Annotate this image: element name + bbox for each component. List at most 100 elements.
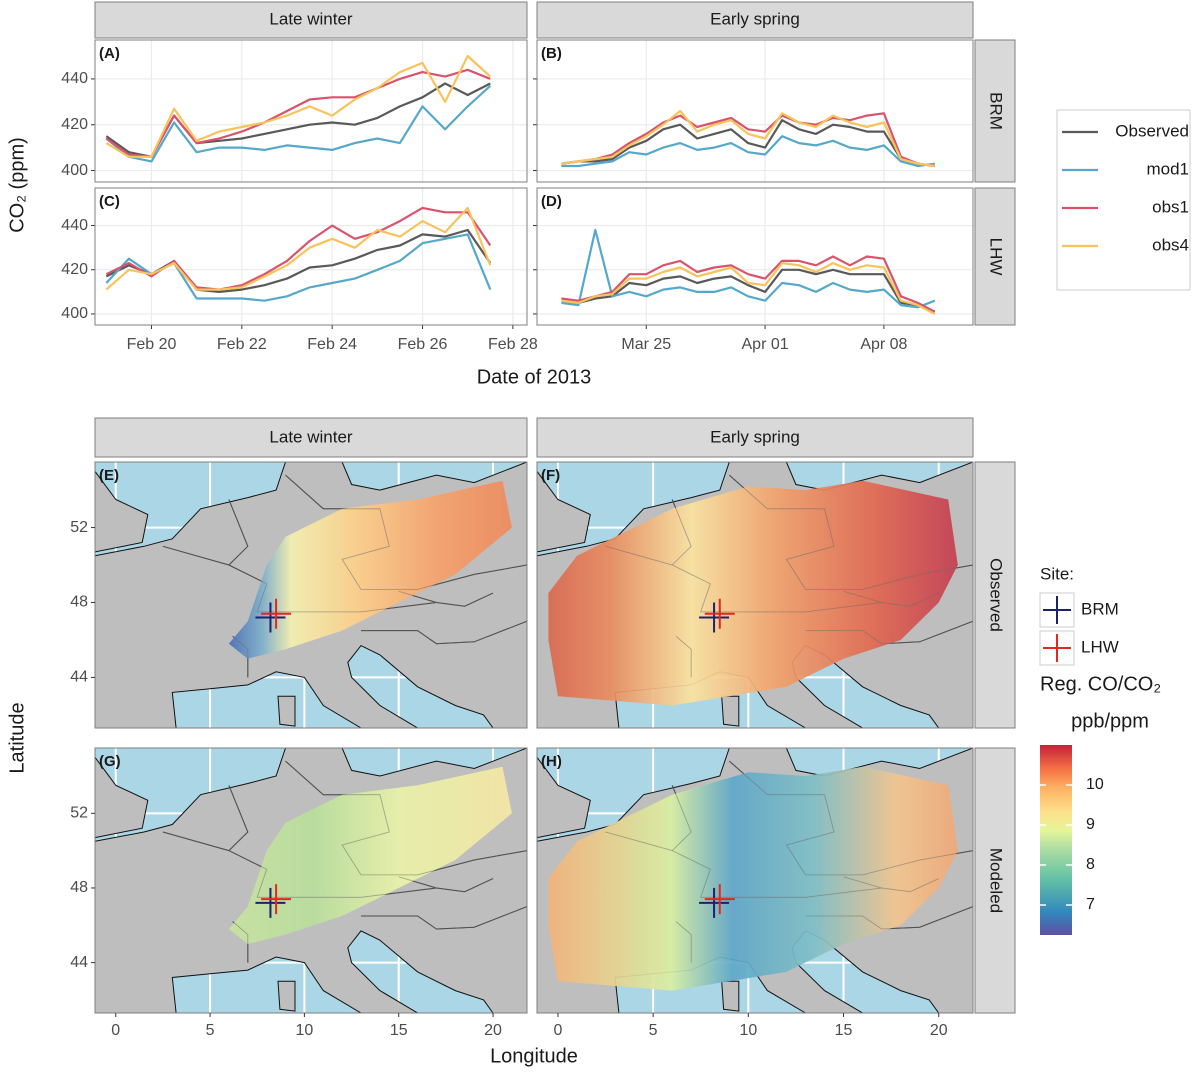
y-tick-label: 440 xyxy=(61,70,88,87)
border xyxy=(398,876,494,893)
y-tick-label: 420 xyxy=(61,261,88,278)
x-tick-label: 0 xyxy=(553,1022,562,1039)
panel-label: (F) xyxy=(541,467,560,484)
x-tick-label: Apr 08 xyxy=(860,336,907,353)
ratio-field xyxy=(228,766,512,944)
colorbar-tick-label: 7 xyxy=(1086,896,1095,913)
x-axis-title: Longitude xyxy=(490,1045,578,1067)
panel-border xyxy=(94,39,528,183)
series-line xyxy=(561,109,935,168)
series-line xyxy=(561,112,935,168)
y-axis-title: CO₂ (ppm) xyxy=(6,137,28,233)
land xyxy=(721,695,740,727)
land xyxy=(95,756,149,839)
legend-label: BRM xyxy=(1081,599,1119,618)
border xyxy=(729,474,973,590)
x-tick-label: 15 xyxy=(835,1022,853,1039)
x-tick-label: 10 xyxy=(295,1022,313,1039)
land xyxy=(537,470,591,553)
series-line xyxy=(561,119,935,168)
series-line xyxy=(105,54,492,158)
strip-label: Modeled xyxy=(987,848,1006,913)
colorbar-tick-label: 8 xyxy=(1086,856,1095,873)
legend-label: obs1 xyxy=(1152,197,1189,216)
strip xyxy=(974,187,1016,326)
strip xyxy=(94,1,528,39)
y-tick-label: 440 xyxy=(61,217,88,234)
x-tick-label: Feb 26 xyxy=(398,336,448,353)
colorbar-unit: ppb/ppm xyxy=(1071,710,1149,732)
land xyxy=(537,756,591,839)
border xyxy=(228,499,249,566)
border xyxy=(843,876,939,893)
y-tick-label: 400 xyxy=(61,162,88,179)
x-tick-label: Apr 01 xyxy=(742,336,789,353)
panel-border xyxy=(536,461,974,729)
border xyxy=(675,921,692,963)
x-tick-label: 5 xyxy=(206,1022,215,1039)
panel-label: (A) xyxy=(99,45,120,62)
land xyxy=(721,980,740,1012)
series-line xyxy=(561,268,936,313)
strip-label: Early spring xyxy=(710,9,800,28)
panel-background xyxy=(95,40,527,182)
x-tick-label: 5 xyxy=(649,1022,658,1039)
strip xyxy=(974,747,1016,1014)
colorbar-tick-label: 9 xyxy=(1086,816,1095,833)
site-legend-title: Site: xyxy=(1040,564,1074,583)
border xyxy=(805,906,973,930)
strip xyxy=(94,417,528,458)
panel-border xyxy=(94,461,528,729)
panel-background xyxy=(95,188,527,325)
y-tick-label: 400 xyxy=(61,305,88,322)
panel-border xyxy=(536,187,974,326)
legend-label: LHW xyxy=(1081,637,1119,656)
panel-label: (B) xyxy=(541,45,562,62)
panel-border xyxy=(536,39,974,183)
x-tick-label: 20 xyxy=(930,1022,948,1039)
strip-label: LHW xyxy=(987,238,1006,276)
x-tick-label: Mar 25 xyxy=(621,336,671,353)
land xyxy=(277,695,296,727)
border xyxy=(285,474,527,590)
strip-label: Late winter xyxy=(269,9,352,28)
panel-border xyxy=(94,747,528,1014)
strip-label: BRM xyxy=(987,92,1006,130)
strip xyxy=(536,1,974,39)
strip xyxy=(974,461,1016,729)
series-line xyxy=(561,262,936,315)
panel-label: (G) xyxy=(99,753,121,770)
border xyxy=(675,635,692,678)
panel-label: (C) xyxy=(99,193,120,210)
land xyxy=(95,470,149,553)
panel-border xyxy=(536,747,974,1014)
map-panel xyxy=(537,462,973,728)
x-tick-label: Feb 20 xyxy=(127,336,177,353)
border xyxy=(232,635,249,678)
border xyxy=(843,590,939,607)
y-tick-label: 420 xyxy=(61,116,88,133)
x-tick-label: Feb 24 xyxy=(307,336,357,353)
strip-label: Early spring xyxy=(710,427,800,446)
y-tick-label: 44 xyxy=(70,669,88,686)
strip xyxy=(536,417,974,458)
x-tick-label: Feb 22 xyxy=(217,336,267,353)
map-panel xyxy=(95,748,527,1013)
x-tick-label: 20 xyxy=(484,1022,502,1039)
legend-label: obs4 xyxy=(1152,235,1189,254)
legend-label: Observed xyxy=(1115,121,1189,140)
panel-label: (H) xyxy=(541,753,562,770)
series-line xyxy=(105,206,492,291)
border xyxy=(232,921,249,963)
x-tick-label: 10 xyxy=(739,1022,757,1039)
strip-label: Late winter xyxy=(269,427,352,446)
legend-box xyxy=(1056,109,1191,291)
x-tick-label: 15 xyxy=(390,1022,408,1039)
panel-label: (D) xyxy=(541,193,562,210)
strip-label: Observed xyxy=(987,558,1006,632)
ratio-field xyxy=(548,480,958,706)
series-line xyxy=(105,68,491,158)
border xyxy=(671,785,692,851)
y-axis-title: Latitude xyxy=(6,702,28,773)
y-tick-label: 48 xyxy=(70,879,88,896)
